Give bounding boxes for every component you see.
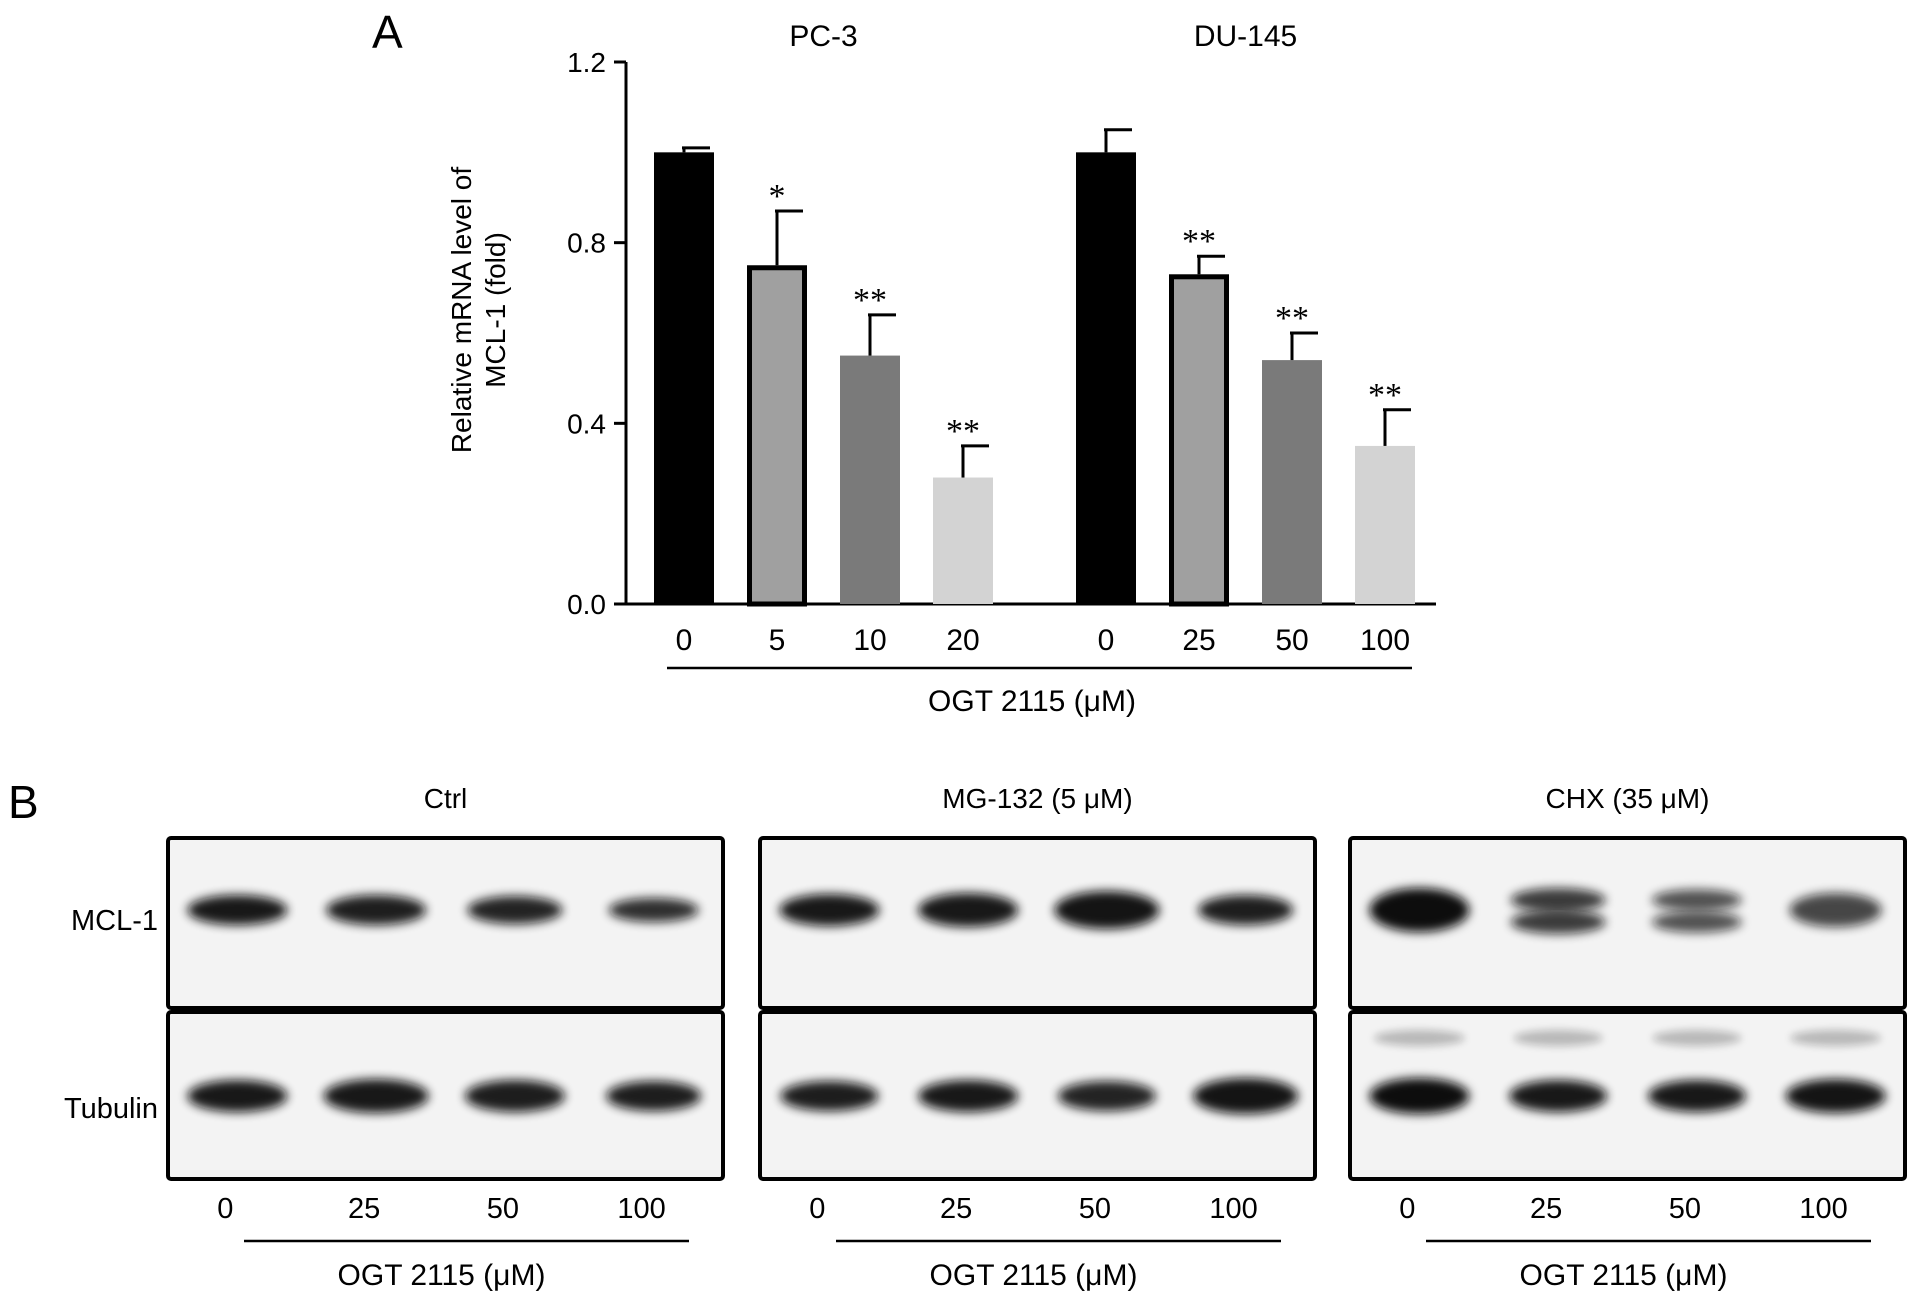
lane-label: 100 [1799, 1193, 1847, 1225]
blot-band-faint [1790, 1030, 1882, 1046]
group-title: PC-3 [789, 20, 857, 53]
significance-marker: * [769, 178, 786, 215]
blot-band [1057, 1081, 1156, 1111]
blot-band [608, 898, 699, 922]
mcl1-blot-frame [1348, 836, 1907, 1010]
bar [1262, 360, 1322, 604]
blot-title: CHX (35 μM) [1546, 783, 1710, 814]
blot-x-axis-title: OGT 2115 (μM) [1520, 1259, 1728, 1292]
y-axis-title-line: Relative mRNA level of [446, 167, 477, 454]
x-tick-label: 0 [676, 624, 693, 657]
blot-band [1509, 1080, 1608, 1112]
mcl1-blot-frame [166, 836, 725, 1010]
y-axis-title: Relative mRNA level of MCL-1 (fold) [446, 167, 511, 454]
western-blots: MCL-1 Tubulin Ctrl 0 25 50 100 OGT 2115 (μM) MG-… [64, 783, 1907, 1292]
blot-band [1651, 911, 1742, 933]
significance-marker: ** [853, 282, 887, 319]
y-tick-label: 0.4 [567, 408, 606, 439]
lane-label: 50 [487, 1193, 519, 1225]
blot-band [1369, 1078, 1470, 1114]
lane-label: 100 [617, 1193, 665, 1225]
blot-band [323, 1079, 429, 1113]
blot-x-axis-title: OGT 2115 (μM) [338, 1259, 546, 1292]
bar [747, 265, 807, 607]
blot-band [467, 896, 563, 924]
blot-band-faint [1513, 1030, 1603, 1046]
bar-chart: 0.0 0.4 0.8 1.2 Relative mRNA level of MCL-1 … [446, 20, 1436, 718]
lane-label: 0 [1399, 1193, 1415, 1225]
bar [654, 152, 714, 605]
x-tick-label: 5 [769, 624, 786, 657]
blot-band [918, 1080, 1019, 1112]
significance-marker: ** [1275, 300, 1309, 337]
blot-band [1510, 888, 1606, 912]
significance-marker: ** [1182, 223, 1216, 260]
x-tick-label: 50 [1275, 624, 1308, 657]
x-tick-label: 25 [1182, 624, 1215, 657]
blot-band [779, 894, 880, 926]
blot-band [187, 1080, 288, 1112]
blot-band [1647, 1080, 1746, 1112]
x-tick-label: 20 [946, 624, 979, 657]
lane-label: 0 [217, 1193, 233, 1225]
row-label-mcl1: MCL-1 [71, 905, 158, 937]
blot-band [1785, 1079, 1886, 1113]
tubulin-blot-frame [1348, 1010, 1907, 1181]
tubulin-blot-frame [758, 1010, 1317, 1181]
blot-x-axis-title: OGT 2115 (μM) [930, 1259, 1138, 1292]
blot-title: Ctrl [424, 783, 468, 814]
x-tick-label: 100 [1360, 624, 1410, 657]
lane-label: 25 [940, 1193, 972, 1225]
bar [1355, 445, 1415, 604]
significance-marker: ** [946, 413, 980, 450]
blot-band [1510, 910, 1606, 934]
blot-band [1369, 888, 1470, 932]
blot-band [1789, 893, 1882, 927]
x-tick-label: 10 [853, 624, 886, 657]
y-tick-label: 0.8 [567, 228, 606, 259]
panel-b-letter: B [8, 776, 39, 828]
blot-band [187, 895, 288, 925]
lane-label: 0 [809, 1193, 825, 1225]
blot-title: MG-132 (5 μM) [942, 783, 1132, 814]
panel-a-letter: A [372, 6, 403, 58]
x-tick-label: 0 [1098, 624, 1115, 657]
lane-label: 25 [348, 1193, 380, 1225]
x-axis-title: OGT 2115 (μM) [928, 685, 1136, 718]
blot-band [1054, 891, 1160, 929]
significance-marker: ** [1368, 377, 1402, 414]
bar [1169, 274, 1229, 607]
blot-band [1198, 895, 1294, 925]
group-title: DU-145 [1194, 20, 1297, 53]
blot-band [1193, 1078, 1299, 1114]
bar [840, 355, 900, 604]
y-tick-label: 0.0 [567, 589, 606, 620]
blot-band [780, 1081, 879, 1111]
lane-label: 100 [1209, 1193, 1257, 1225]
blot-band [464, 1080, 565, 1112]
row-label-tubulin: Tubulin [64, 1093, 158, 1125]
bar [933, 477, 993, 604]
blot-band-faint [1652, 1030, 1742, 1046]
y-tick-label: 1.2 [567, 47, 606, 78]
blot-band [606, 1081, 702, 1111]
blot-band-faint [1373, 1030, 1465, 1046]
blot-band [326, 895, 427, 925]
blot-band [918, 893, 1019, 927]
lane-label: 50 [1079, 1193, 1111, 1225]
tubulin-blot-frame [166, 1010, 725, 1181]
y-axis-title-line: MCL-1 (fold) [480, 232, 511, 388]
mcl1-blot-frame [758, 836, 1317, 1010]
blot-band [1651, 889, 1742, 911]
lane-label: 25 [1530, 1193, 1562, 1225]
bar [1076, 152, 1136, 605]
lane-label: 50 [1669, 1193, 1701, 1225]
